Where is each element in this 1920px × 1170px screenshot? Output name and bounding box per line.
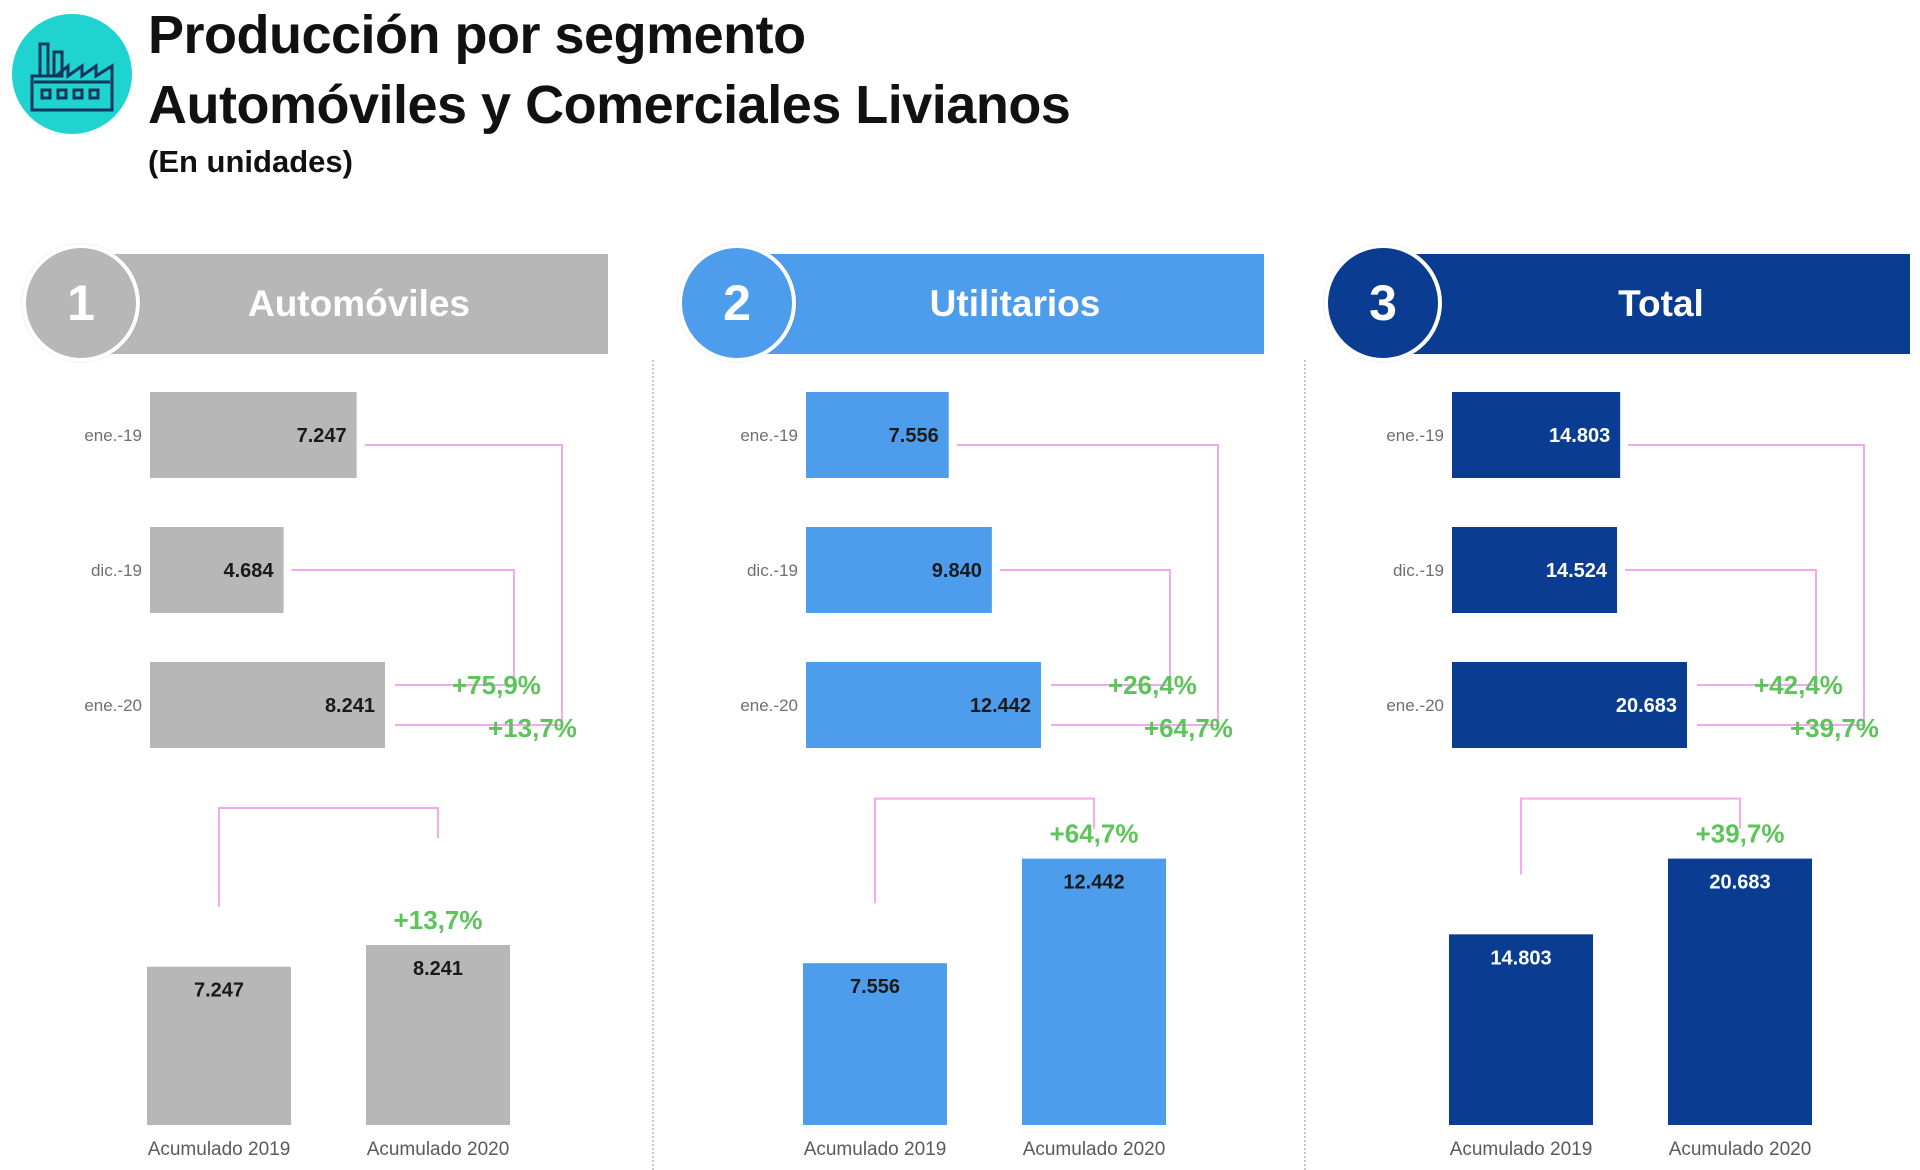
panel-divider-1	[652, 360, 654, 1170]
growth-prev-month-label: +42,4%	[1754, 670, 1843, 700]
monthly-category-label: ene.-20	[1386, 696, 1444, 715]
segment-number-badge: 3	[1324, 244, 1442, 362]
monthly-category-label: dic.-19	[747, 561, 798, 580]
bar-chart-total: ene.-19 14.803 dic.-19 14.524 ene.-20 20.683 +…	[1386, 392, 1879, 1160]
panel-total: Total 3 ene.-19 14.803 dic.-19 14.524 ene.-20 2…	[1304, 0, 1910, 1170]
monthly-bar	[806, 392, 949, 478]
monthly-bar	[806, 527, 992, 613]
connector-prev-month	[1625, 569, 1817, 686]
monthly-value-label: 7.556	[889, 425, 939, 447]
monthly-value-label: 8.241	[325, 695, 375, 717]
cumulative-bar	[1449, 934, 1593, 1125]
cumulative-category-label: Acumulado 2019	[148, 1139, 291, 1160]
monthly-category-label: ene.-19	[740, 426, 798, 445]
growth-prev-month-label: +75,9%	[452, 670, 541, 700]
monthly-category-label: ene.-20	[740, 696, 798, 715]
monthly-value-label: 9.840	[932, 560, 982, 582]
segment-number: 2	[723, 275, 751, 331]
cumulative-bar	[803, 963, 947, 1125]
cumulative-growth-label: +13,7%	[394, 905, 483, 935]
factory-icon	[12, 14, 132, 134]
connector-year-ago	[1628, 444, 1865, 726]
page-title-line2: Automóviles y Comerciales Livianos	[148, 75, 1071, 135]
cumulative-connector	[218, 807, 439, 907]
monthly-value-label: 4.684	[224, 560, 275, 582]
title-block: Producción por segmento Automóviles y Co…	[148, 0, 1071, 182]
cumulative-bar	[1668, 858, 1812, 1125]
cumulative-connector	[874, 797, 1095, 904]
connector-year-ago	[956, 444, 1219, 726]
segment-banner-utilitarios: Utilitarios	[766, 254, 1264, 354]
monthly-bar	[1452, 662, 1687, 748]
segment-banner-total: Total	[1412, 254, 1910, 354]
monthly-value-label: 12.442	[970, 695, 1031, 717]
monthly-value-label: 14.803	[1549, 425, 1610, 447]
cumulative-value-label: 8.241	[413, 958, 463, 980]
monthly-bar	[150, 662, 385, 748]
panel-utilitarios: Utilitarios 2 ene.-19 7.556 dic.-19 9.840 ene.…	[652, 0, 1264, 1170]
panel-divider-2	[1304, 360, 1306, 1170]
cumulative-value-label: 14.803	[1490, 947, 1551, 969]
segment-title: Utilitarios	[929, 283, 1101, 324]
segment-number-badge: 2	[678, 244, 796, 362]
cumulative-category-label: Acumulado 2020	[367, 1139, 510, 1160]
segment-banner-automoviles: Automóviles	[110, 254, 608, 354]
connector-prev-month	[291, 569, 515, 686]
monthly-category-label: ene.-20	[84, 696, 142, 715]
cumulative-category-label: Acumulado 2019	[1450, 1139, 1593, 1160]
cumulative-bar	[147, 966, 291, 1125]
segment-title: Total	[1618, 283, 1704, 324]
monthly-bar	[150, 527, 284, 613]
bar-chart-automoviles: ene.-19 7.247 dic.-19 4.684 ene.-20 8.241 +75,…	[84, 392, 577, 1160]
cumulative-value-label: 12.442	[1063, 872, 1124, 894]
cumulative-growth-label: +64,7%	[1050, 819, 1139, 849]
cumulative-growth-label: +39,7%	[1696, 819, 1785, 849]
bar-chart-utilitarios: ene.-19 7.556 dic.-19 9.840 ene.-20 12.442 +26…	[740, 392, 1233, 1160]
segment-number: 3	[1369, 275, 1397, 331]
page-subtitle: (En unidades)	[148, 144, 353, 179]
monthly-value-label: 14.524	[1546, 560, 1608, 582]
growth-year-ago-label: +39,7%	[1790, 713, 1879, 743]
monthly-value-label: 20.683	[1616, 695, 1677, 717]
connector-prev-month	[999, 569, 1171, 686]
segment-number-badge: 1	[22, 244, 140, 362]
cumulative-value-label: 7.556	[850, 976, 900, 998]
growth-prev-month-label: +26,4%	[1108, 670, 1197, 700]
segment-title: Automóviles	[247, 283, 471, 324]
cumulative-category-label: Acumulado 2019	[804, 1139, 947, 1160]
cumulative-bar	[366, 945, 510, 1125]
growth-year-ago-label: +13,7%	[488, 713, 577, 743]
monthly-value-label: 7.247	[297, 425, 347, 447]
monthly-bar	[806, 662, 1041, 748]
cumulative-category-label: Acumulado 2020	[1669, 1139, 1812, 1160]
panel-automoviles: Automóviles 1 ene.-19 7.247 dic.-19 4.684 ene.…	[0, 0, 608, 1170]
monthly-category-label: dic.-19	[91, 561, 142, 580]
growth-year-ago-label: +64,7%	[1144, 713, 1233, 743]
cumulative-bar	[1022, 858, 1166, 1125]
monthly-category-label: ene.-19	[1386, 426, 1444, 445]
monthly-bar	[150, 392, 357, 478]
page-title: Producción por segmento	[148, 5, 806, 65]
monthly-category-label: dic.-19	[1393, 561, 1444, 580]
monthly-category-label: ene.-19	[84, 426, 142, 445]
cumulative-category-label: Acumulado 2020	[1023, 1139, 1166, 1160]
cumulative-connector	[1520, 797, 1741, 875]
cumulative-value-label: 20.683	[1709, 872, 1770, 894]
monthly-bar	[1452, 527, 1618, 613]
connector-year-ago	[364, 444, 563, 726]
cumulative-value-label: 7.247	[194, 980, 244, 1002]
monthly-bar	[1452, 392, 1621, 478]
segment-number: 1	[67, 275, 95, 331]
